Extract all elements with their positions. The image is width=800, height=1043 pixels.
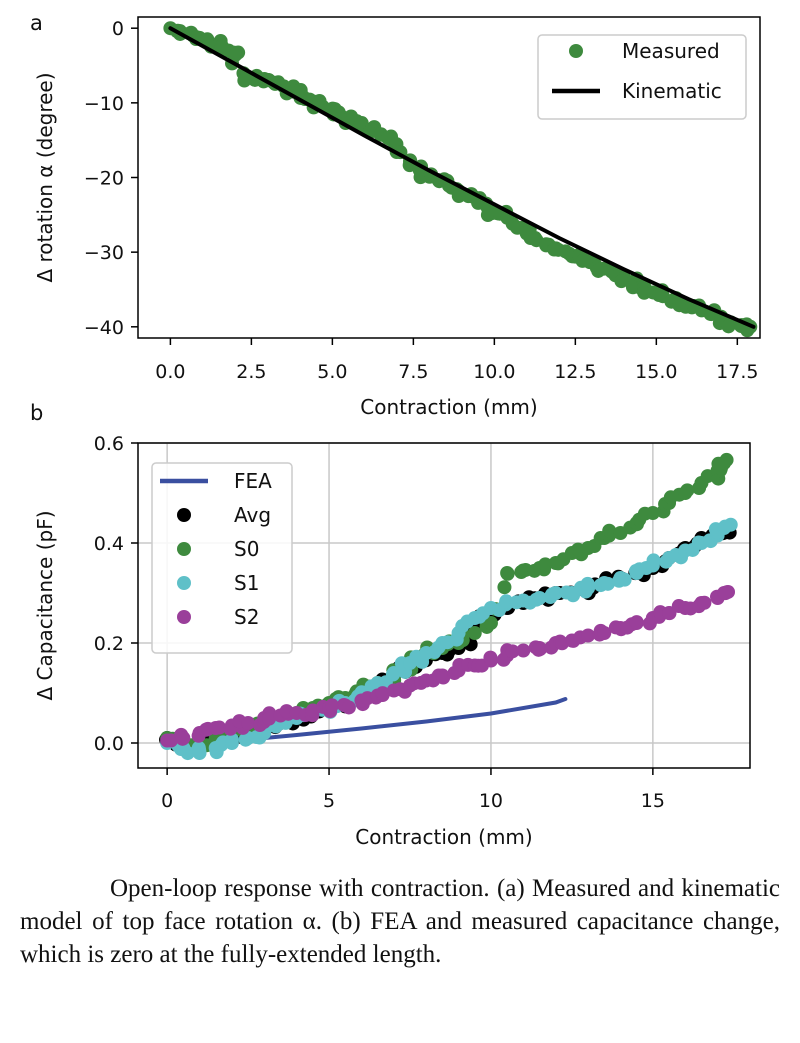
x-tick-label: 10 <box>479 790 503 812</box>
data-point-s1 <box>646 553 661 568</box>
y-tick-label: 0.0 <box>94 733 124 755</box>
data-point-measured <box>614 274 629 289</box>
x-tick-label: 5 <box>323 790 335 812</box>
x-tick-label: 5.0 <box>317 361 347 383</box>
data-point-measured <box>593 262 608 277</box>
x-tick-label: 0.0 <box>155 361 185 383</box>
x-tick-label: 12.5 <box>554 361 596 383</box>
series-line-kinematic <box>168 26 756 329</box>
data-point-measured <box>547 242 562 257</box>
data-point-s1 <box>548 586 563 600</box>
data-point-s1 <box>499 594 514 609</box>
legend-label-kinematic: Kinematic <box>622 79 722 103</box>
data-point-s1 <box>214 737 229 752</box>
data-point-s0 <box>602 523 617 538</box>
x-tick-label: 2.5 <box>236 361 266 383</box>
legend-swatch-measured <box>569 44 583 58</box>
data-point-s2 <box>436 670 451 685</box>
panel-b-capacitance-chart: b 0 5 10 15 0.0 0.2 0.4 0.6 Contraction (mm) Δ Cap… <box>30 401 751 849</box>
data-point-measured <box>451 189 466 204</box>
data-point-s1 <box>224 732 239 747</box>
data-point-s2 <box>718 586 733 601</box>
data-point-s1 <box>617 572 632 587</box>
data-point-s0 <box>500 566 515 581</box>
plot-frame <box>137 442 751 769</box>
figure-caption: Open-loop response with contraction. (a)… <box>20 875 780 968</box>
y-axis-title: Δ Capacitance (pF) <box>33 511 57 701</box>
data-point-s2 <box>505 644 520 659</box>
x-tick-label: 15.0 <box>635 361 677 383</box>
y-tick-label: 0.6 <box>94 433 124 455</box>
data-point-s1 <box>600 576 615 591</box>
y-tick-label: −40 <box>84 317 124 339</box>
data-point-s2 <box>629 615 644 630</box>
y-tick-label: 0.2 <box>94 633 124 655</box>
data-point-s2 <box>516 643 531 658</box>
legend-label-measured: Measured <box>622 39 720 63</box>
y-tick-label: −10 <box>84 93 124 115</box>
legend-swatch-s0 <box>177 542 191 556</box>
data-point-s2 <box>375 686 390 701</box>
data-point-s2 <box>325 698 340 713</box>
legend-box <box>537 34 747 120</box>
legend-label-s0: S0 <box>234 537 259 561</box>
legend-swatch-s1 <box>177 576 191 590</box>
data-point-s2 <box>581 628 596 643</box>
plot-area <box>159 452 738 761</box>
data-point-s1 <box>180 746 195 761</box>
x-tick-label: 0 <box>161 790 173 812</box>
panel-letter-b: b <box>30 401 43 425</box>
data-point-s2 <box>241 716 256 730</box>
legend-label-fea: FEA <box>234 469 272 493</box>
data-point-s1 <box>386 666 401 680</box>
x-tick-label: 15 <box>641 790 665 812</box>
data-point-s0 <box>680 483 695 498</box>
data-point-s0 <box>538 557 553 572</box>
data-point-s2 <box>341 700 356 715</box>
legend-swatch-s2 <box>177 610 191 624</box>
data-point-s2 <box>483 650 498 665</box>
x-axis-title: Contraction (mm) <box>360 395 537 419</box>
x-axis-title: Contraction (mm) <box>355 825 532 849</box>
data-point-s2 <box>212 720 227 735</box>
data-point-s0 <box>645 506 660 520</box>
legend-label-s2: S2 <box>234 605 259 629</box>
data-point-s0 <box>483 616 498 630</box>
series-points-s2 <box>160 584 736 748</box>
y-axis-title: Δ rotation α (degree) <box>33 72 57 282</box>
data-point-s1 <box>192 743 207 758</box>
y-tick-label: 0 <box>112 18 124 40</box>
panel-letter-a: a <box>30 11 43 35</box>
x-tick-label: 10.0 <box>473 361 515 383</box>
y-tick-label: 0.4 <box>94 533 124 555</box>
data-point-s1 <box>580 576 595 591</box>
data-point-s1 <box>532 591 547 605</box>
y-tick-label: −30 <box>84 242 124 264</box>
data-point-s0 <box>467 626 482 640</box>
data-point-s1 <box>718 519 733 534</box>
data-point-s2 <box>175 731 190 746</box>
x-tick-label: 7.5 <box>398 361 428 383</box>
data-point-s2 <box>597 626 612 640</box>
legend: FEA Avg S0 S1 S2 <box>151 462 293 654</box>
data-point-s2 <box>697 595 712 610</box>
data-point-s2 <box>262 711 277 726</box>
data-point-s0 <box>497 580 512 595</box>
legend-swatch-avg <box>177 508 191 522</box>
y-tick-label: −20 <box>84 168 124 190</box>
legend: Measured Kinematic <box>537 34 747 120</box>
legend-label-s1: S1 <box>234 571 259 595</box>
data-point-measured <box>721 319 736 334</box>
data-point-s2 <box>531 642 546 657</box>
x-tick-label: 17.5 <box>716 361 758 383</box>
panel-a-rotation-chart: a 0.0 2.5 5.0 7.5 10.0 12.5 15.0 17.5 0 −10 −20 −30 −… <box>30 11 761 419</box>
data-point-measured <box>237 73 252 88</box>
data-point-s0 <box>711 456 726 471</box>
legend-label-avg: Avg <box>234 503 271 527</box>
figure-canvas: a 0.0 2.5 5.0 7.5 10.0 12.5 15.0 17.5 0 −10 −20 −30 −… <box>30 11 761 849</box>
plot-area <box>163 21 758 338</box>
